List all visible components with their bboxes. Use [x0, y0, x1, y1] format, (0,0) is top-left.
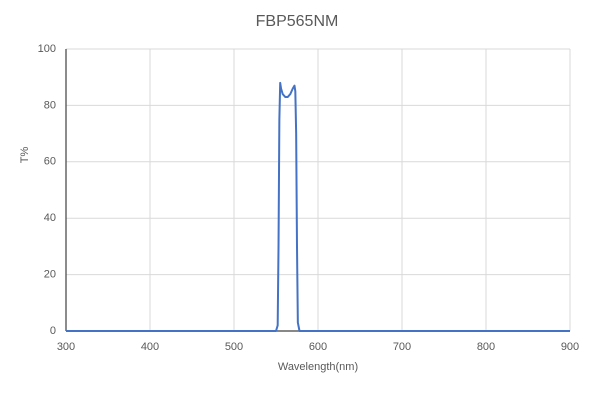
chart-title: FBP565NM: [256, 13, 339, 30]
x-tick-label: 300: [57, 341, 75, 353]
data-line: [66, 81, 570, 332]
x-tick-label: 800: [477, 341, 495, 353]
x-tick-label: 900: [561, 341, 579, 353]
x-tick-label: 500: [225, 341, 243, 353]
y-tick-label: 40: [44, 212, 56, 224]
y-tick-label: 0: [50, 325, 56, 337]
x-tick-label: 600: [309, 341, 327, 353]
y-tick-label: 80: [44, 99, 56, 111]
y-tick-label: 60: [44, 156, 56, 168]
x-tick-label: 400: [141, 341, 159, 353]
x-axis-label: Wavelength(nm): [278, 361, 358, 373]
x-tick-label: 700: [393, 341, 411, 353]
y-tick-label: 100: [38, 43, 56, 55]
y-tick-label: 20: [44, 269, 56, 281]
y-axis-label: T%: [19, 147, 31, 164]
